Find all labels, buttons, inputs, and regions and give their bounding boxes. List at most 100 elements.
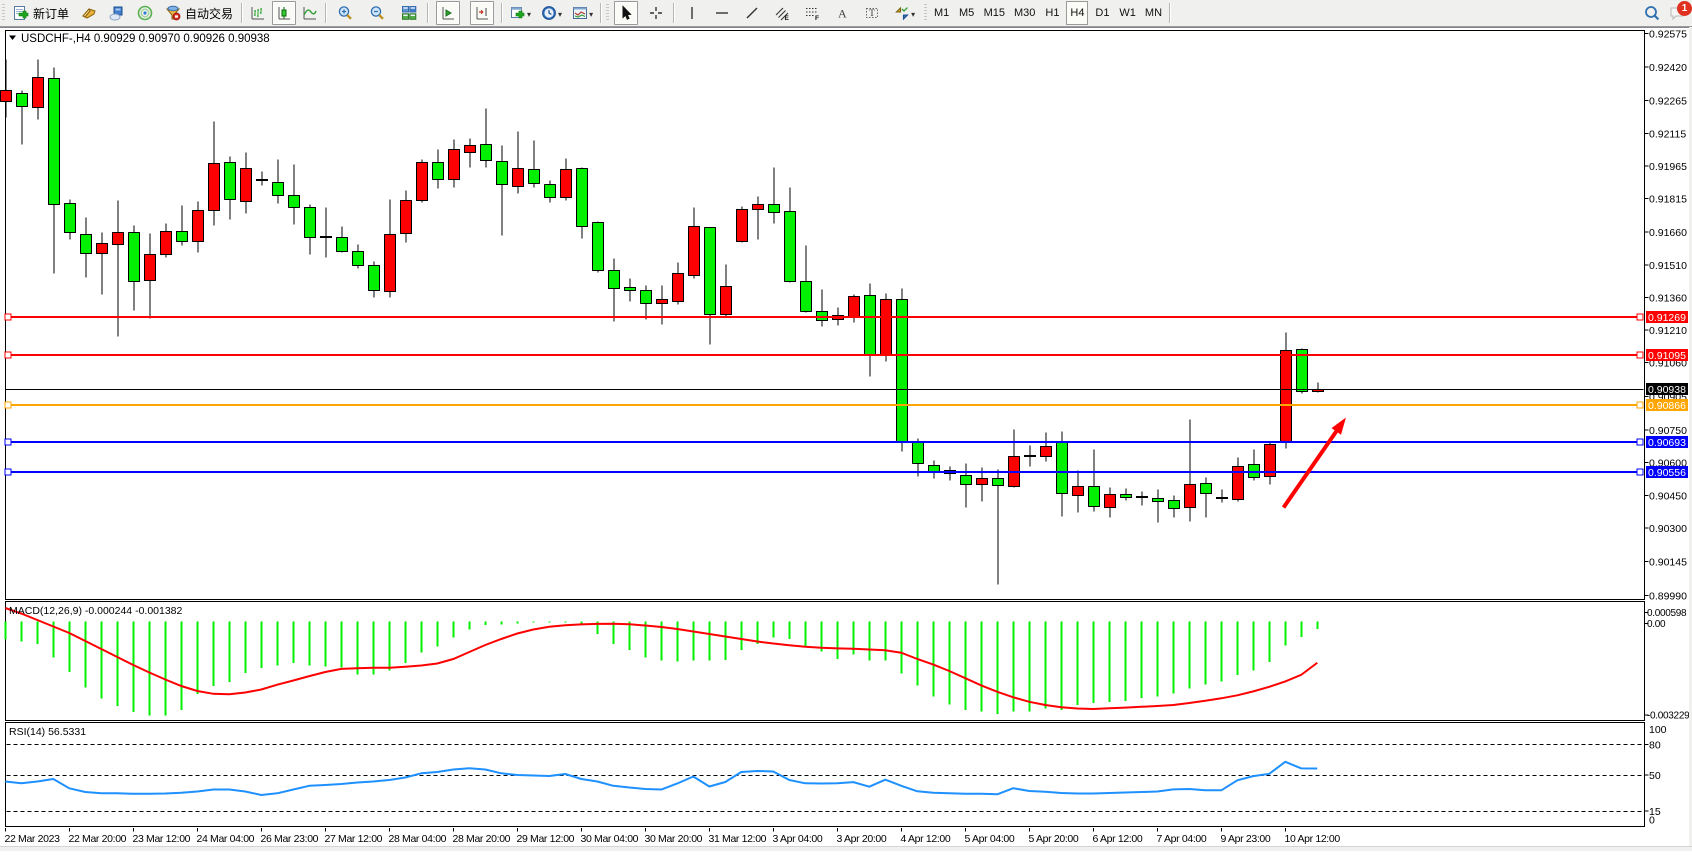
gold-book-icon [82,8,96,19]
timeframe-mn[interactable]: MN [1142,1,1165,25]
data-window-button[interactable] [105,1,129,25]
hline-anchor[interactable] [1636,401,1644,409]
hline-objects [4,313,1644,476]
hline-anchor[interactable] [1636,351,1644,359]
timeframe-m5[interactable]: M5 [956,1,978,25]
time-label: 30 Mar 04:00 [581,833,639,845]
tile-windows-button[interactable] [397,1,421,25]
vertical-line-button[interactable] [680,1,704,25]
hline-anchor[interactable] [1636,438,1644,446]
candle-body [1296,349,1308,392]
bar-chart-button[interactable] [246,1,270,25]
candle-body [576,168,588,227]
candle [384,199,396,298]
templates-button[interactable]: ▾ [568,1,597,25]
candle [1184,419,1196,522]
hline-anchor[interactable] [4,401,12,409]
text-button[interactable]: A [830,1,854,25]
signal-waves-icon [137,5,153,21]
candle-body [1184,484,1196,508]
notification-badge: 1 [1677,1,1692,16]
candlestick-chart-button[interactable] [272,1,297,25]
candle-body [1088,486,1100,507]
price-badge-resistance-2: 0.91095 [1646,349,1688,362]
candle-doji-body [1024,455,1036,457]
arrow-shaft[interactable] [1281,427,1341,509]
candle [96,232,108,295]
timeframe-d1[interactable]: D1 [1091,1,1113,25]
candle-body [896,299,908,442]
new-chart-button[interactable]: ▾ [506,1,535,25]
hline-anchor[interactable] [4,313,12,321]
equidistant-channel-button[interactable]: E [770,1,794,25]
candle-body [624,287,636,291]
auto-trading-button[interactable]: 自动交易 [161,1,237,25]
zoom-in-button[interactable] [333,1,357,25]
candle-body [1200,483,1212,494]
cursor-button[interactable] [614,1,639,25]
new-order-button[interactable]: 新订单 [9,1,73,25]
hline-anchor[interactable] [4,438,12,446]
price-badge-pivot: 0.90866 [1646,399,1688,412]
timeframe-mn-label: MN [1144,7,1163,19]
time-label: 28 Mar 04:00 [389,833,447,845]
auto-scroll-button[interactable] [436,1,461,25]
timeframe-w1[interactable]: W1 [1116,1,1139,25]
search-button[interactable] [1639,1,1663,25]
arrow-head[interactable] [1331,417,1346,435]
trendline-button[interactable] [740,1,764,25]
window-edge-right [1689,27,1692,850]
cursor-icon [622,5,632,20]
line-chart-button[interactable] [298,1,322,25]
chart-window: USDCHF-,H4 0.90929 0.90970 0.90926 0.909… [0,27,1692,855]
hline-anchor[interactable] [4,468,12,476]
crosshair-button[interactable] [644,1,668,25]
fibonacci-button[interactable]: F [800,1,824,25]
candle [480,108,492,168]
dropdown-arrow-icon[interactable]: ▾ [527,9,532,19]
candle [224,156,236,220]
hline-resistance-2[interactable] [4,351,1644,359]
template-icon [573,7,588,19]
hline-pivot[interactable] [4,401,1644,409]
hline-anchor[interactable] [4,351,12,359]
price-badge-bid-label: 0.90938 [1648,384,1686,396]
zoom-out-button[interactable] [365,1,389,25]
dropdown-arrow-icon[interactable]: ▾ [911,9,916,19]
symbol-dropdown-icon[interactable] [9,35,16,41]
candle-body [96,243,108,254]
timeframe-h4[interactable]: H4 [1066,1,1089,25]
timeframe-m30-label: M30 [1014,7,1036,19]
candle [416,159,428,203]
market-watch-button[interactable] [77,1,101,25]
timeframe-m15[interactable]: M15 [981,1,1008,25]
dropdown-arrow-icon[interactable]: ▾ [558,9,563,19]
chart-shift-icon [476,7,489,20]
timeframe-m1[interactable]: M1 [931,1,953,25]
signals-button[interactable] [133,1,157,25]
horizontal-line-button[interactable] [710,1,734,25]
timeframe-h1[interactable]: H1 [1041,1,1063,25]
candle [880,293,892,362]
rsi-axis-label: 100 [1649,724,1667,736]
hline-anchor[interactable] [1636,468,1644,476]
candle [704,227,716,345]
candle-body [880,299,892,355]
candle-body [1264,444,1276,477]
notifications-button[interactable]: 1 [1665,1,1692,25]
hline-support-1[interactable] [4,438,1644,446]
text-label-button[interactable]: T [860,1,884,25]
arrow-object[interactable] [1281,417,1346,509]
text-a-icon: A [838,7,847,21]
hline-anchor[interactable] [1636,313,1644,321]
hline-support-2[interactable] [4,468,1644,476]
arrows-button[interactable]: ▾ [890,1,919,25]
hline-resistance-1[interactable] [4,313,1644,321]
timeframe-m30[interactable]: M30 [1011,1,1038,25]
dropdown-arrow-icon[interactable]: ▾ [589,9,594,19]
profiles-button[interactable]: ▾ [537,1,566,25]
toolbar: 新订单 自动交易 ▾ ▾ ▾ E F A T ▾ M1 M5 M15 M30 H1 H4 D1 W1 MN [0,0,1692,27]
chart-shift-button[interactable] [470,1,495,25]
time-label: 29 Mar 12:00 [517,833,575,845]
candle-body [848,296,860,317]
